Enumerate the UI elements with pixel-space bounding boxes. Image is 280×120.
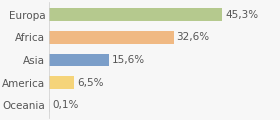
Bar xyxy=(49,99,50,112)
Bar xyxy=(49,8,222,21)
Bar xyxy=(49,76,74,89)
Text: 15,6%: 15,6% xyxy=(112,55,145,65)
Text: 32,6%: 32,6% xyxy=(177,32,210,42)
Text: 45,3%: 45,3% xyxy=(225,10,258,20)
Text: 6,5%: 6,5% xyxy=(77,78,104,88)
Text: 0,1%: 0,1% xyxy=(53,100,79,110)
Bar xyxy=(49,31,174,44)
Bar xyxy=(49,54,109,66)
